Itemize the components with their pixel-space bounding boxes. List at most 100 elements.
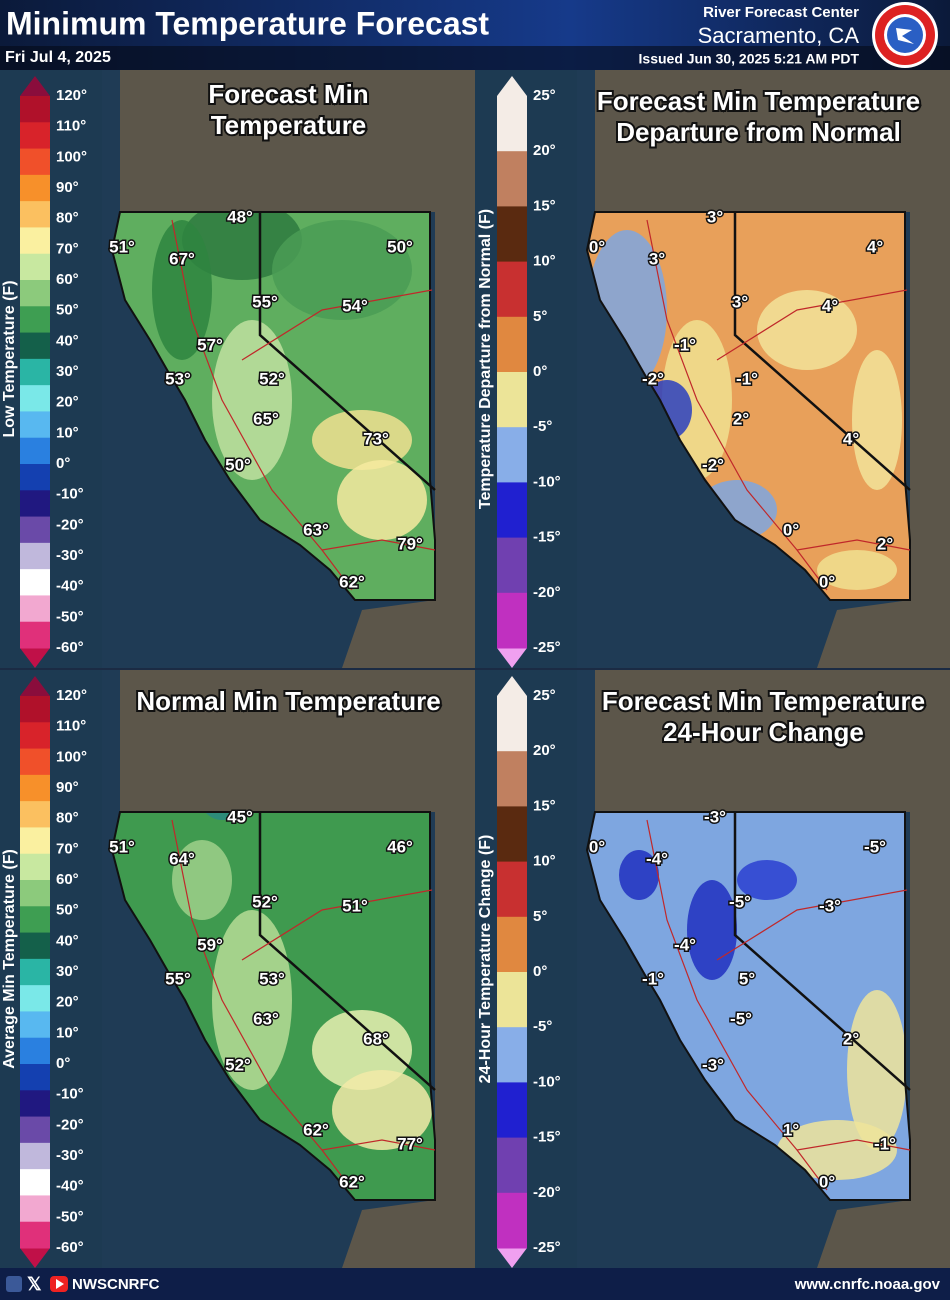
panel: 51° 45° 64° 46° 52° 51° 59° 55° 53° 63° 68° 52° 62° 7…	[0, 670, 475, 1268]
map-label: 0°	[819, 1172, 835, 1191]
facebook-icon[interactable]	[6, 1276, 22, 1292]
colorbar-tick: 70°	[56, 240, 79, 257]
colorbar-cap	[497, 76, 527, 96]
colorbar-tick: 100°	[56, 148, 87, 165]
map-label: 51°	[109, 237, 135, 256]
colorbar-tick: 0°	[533, 363, 547, 380]
colorbar-band	[497, 261, 527, 318]
map-label: 2°	[843, 1029, 859, 1048]
map-label: 63°	[303, 520, 329, 539]
colorbar-band	[497, 316, 527, 373]
colorbar-tick: 90°	[56, 779, 79, 796]
map-label: 54°	[342, 296, 368, 315]
title: Minimum Temperature Forecast	[6, 5, 489, 41]
map-label: 55°	[252, 292, 278, 311]
colorbar-band	[20, 490, 50, 518]
map-label: 51°	[342, 896, 368, 915]
map-label: 0°	[819, 572, 835, 591]
state-outline	[110, 211, 436, 601]
colorbar-tick: -10°	[533, 473, 561, 490]
colorbar-tick: 50°	[56, 302, 79, 319]
colorbar-band	[497, 1082, 527, 1139]
colorbar-tick: 30°	[56, 963, 79, 980]
region-texture	[172, 812, 432, 1150]
handle[interactable]: NWSCNRFC	[72, 1276, 160, 1293]
colorbar-band	[497, 806, 527, 863]
colorbar-band	[497, 861, 527, 918]
colorbar-tick: -60°	[56, 639, 84, 656]
highway	[646, 819, 828, 1191]
x-icon[interactable]: 𝕏	[27, 1274, 42, 1294]
colorbar-cap	[20, 76, 50, 96]
colorbar-band	[497, 151, 527, 207]
colorbar-tick: -20°	[56, 1116, 84, 1133]
colorbar-bg	[0, 70, 102, 668]
colorbar-band	[497, 427, 527, 483]
neighbor-land	[102, 70, 475, 668]
colorbar-tick: -10°	[56, 1086, 84, 1103]
colorbar-band	[20, 958, 50, 986]
region-texture	[619, 850, 907, 1180]
map-label: 62°	[303, 1120, 329, 1139]
neighbor-land	[577, 70, 950, 668]
map-label: 67°	[169, 249, 195, 268]
colorbar-tick: 20°	[56, 394, 79, 411]
colorbar-band	[20, 1116, 50, 1144]
colorbar-band	[20, 1064, 50, 1091]
colorbar-tick: -5°	[533, 418, 552, 435]
colorbar-cap	[497, 1248, 527, 1268]
highway	[241, 889, 433, 961]
colorbar-tick: 0°	[56, 455, 70, 472]
panel-title: Forecast Min Temperature	[602, 686, 925, 716]
colorbar-tick: -50°	[56, 1208, 84, 1225]
colorbar-cap	[20, 1248, 50, 1268]
url[interactable]: www.cnrfc.noaa.gov	[794, 1276, 941, 1293]
panel: 0°-3°-4°-5°-5° -3°-4°-1° 5°-5°2°-3°1°-1°0°…	[475, 670, 950, 1268]
colorbar-cap	[497, 648, 527, 668]
highway	[321, 1139, 436, 1151]
colorbar-band	[20, 306, 50, 334]
map-label: -3°	[704, 807, 726, 826]
map-label: 1°	[783, 1120, 799, 1139]
colorbar-band	[20, 1090, 50, 1118]
map-label: 77°	[397, 1134, 423, 1153]
colorbar-tick: 0°	[56, 1055, 70, 1072]
map-label: -1°	[736, 369, 758, 388]
map-label: 3°	[732, 292, 748, 311]
panel-title: Forecast Min Temperature	[597, 86, 920, 116]
colorbar-tick: -60°	[56, 1239, 84, 1256]
panel-title: 24-Hour Change	[663, 717, 864, 747]
map-label: -1°	[674, 335, 696, 354]
colorbar-band	[20, 358, 50, 386]
colorbar-tick: 5°	[533, 308, 547, 325]
map-label: 48°	[227, 207, 253, 226]
map: 51° 45° 64° 46° 52° 51° 59° 55° 53° 63° 68° 52° 62° 7…	[102, 670, 475, 1268]
colorbar-tick: 40°	[56, 332, 79, 349]
highway	[171, 819, 353, 1191]
map-label: 0°	[589, 837, 605, 856]
location: Sacramento, CA	[698, 23, 860, 48]
colorbar-band	[20, 464, 50, 491]
colorbar-band	[20, 1037, 50, 1065]
colorbar-band	[497, 96, 527, 152]
colorbar-tick: 110°	[56, 118, 86, 135]
nws-logo	[872, 2, 938, 68]
colorbar-tick: 20°	[533, 742, 556, 759]
state-border	[733, 212, 911, 491]
map-label: 52°	[252, 892, 278, 911]
map-label: 51°	[109, 837, 135, 856]
region-texture	[152, 212, 427, 540]
colorbar-band	[20, 122, 50, 150]
colorbar-band	[20, 774, 50, 802]
highway	[796, 1139, 911, 1151]
colorbar-tick: -30°	[56, 1147, 84, 1164]
region-blob	[272, 220, 412, 320]
colorbar-band	[20, 827, 50, 855]
colorbar-band	[20, 985, 50, 1012]
colorbar-band	[20, 1011, 50, 1039]
colorbar-band	[20, 906, 50, 934]
colorbar-tick: 15°	[533, 197, 556, 214]
highway	[171, 219, 353, 591]
colorbar-band	[20, 621, 50, 649]
colorbar-tick: 10°	[533, 253, 556, 270]
